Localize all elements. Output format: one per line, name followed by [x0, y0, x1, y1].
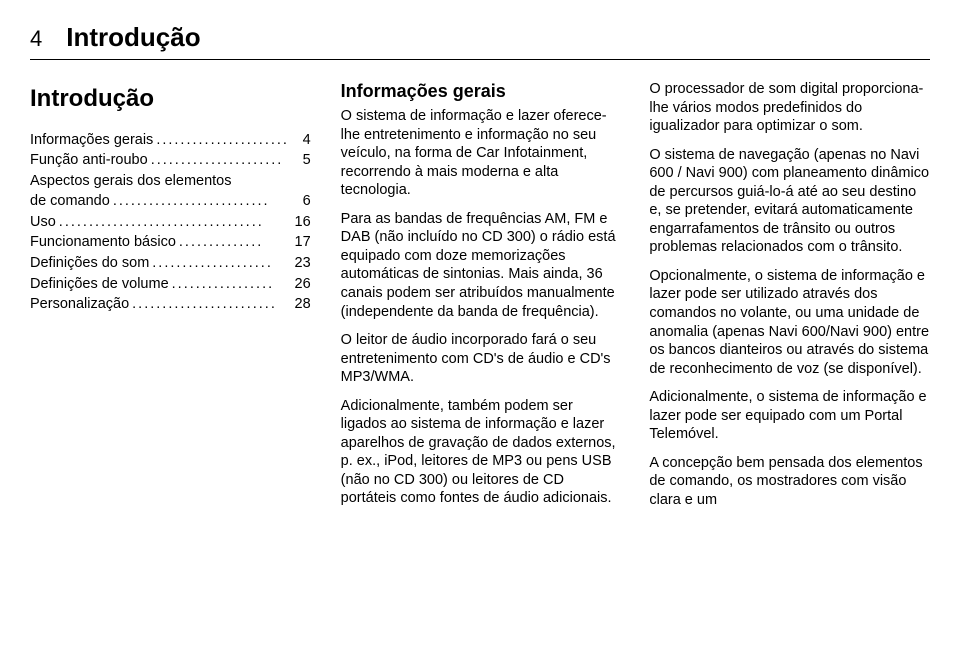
paragraph: O sistema de informação e lazer oferece-…: [341, 107, 622, 200]
toc-row: Definições do som .................... 2…: [30, 254, 311, 273]
toc-page: 5: [299, 151, 311, 170]
toc-label: Uso: [30, 213, 56, 232]
paragraph: O sistema de navegação (apenas no Navi 6…: [649, 146, 930, 257]
toc-dots: ..........................: [110, 192, 299, 211]
toc-dots: ..................................: [56, 213, 291, 232]
paragraph: A concepção bem pensada dos elementos de…: [649, 454, 930, 510]
toc-row: Uso .................................. 1…: [30, 213, 311, 232]
toc-label: Definições do som: [30, 254, 149, 273]
paragraph: Adicionalmente, também podem ser ligados…: [341, 397, 622, 508]
toc-label: Funcionamento básico: [30, 233, 176, 252]
toc-dots: ........................: [129, 295, 290, 314]
toc-page: 17: [291, 233, 311, 252]
column-1: Introdução Informações gerais ..........…: [30, 80, 313, 519]
chapter-title: Introdução: [66, 22, 200, 53]
page-header: 4 Introdução: [30, 22, 930, 53]
toc-label: de comando: [30, 192, 110, 211]
toc-page: 26: [291, 275, 311, 294]
subsection-heading: Informações gerais: [341, 80, 622, 103]
toc-row: Personalização ........................ …: [30, 295, 311, 314]
toc-row-multiline: Aspectos gerais dos elementos de comando…: [30, 172, 311, 211]
toc-page: 6: [299, 192, 311, 211]
toc-page: 16: [291, 213, 311, 232]
toc-label: Definições de volume: [30, 275, 169, 294]
column-3: O processador de som digital proporciona…: [649, 80, 930, 519]
paragraph: Para as bandas de frequências AM, FM e D…: [341, 210, 622, 321]
toc-row: Funcionamento básico .............. 17: [30, 233, 311, 252]
toc-label: Função anti-roubo: [30, 151, 148, 170]
toc-row: Informações gerais .....................…: [30, 131, 311, 150]
paragraph: O leitor de áudio incorporado fará o seu…: [341, 331, 622, 387]
toc-row: Definições de volume ................. 2…: [30, 275, 311, 294]
toc-page: 23: [291, 254, 311, 273]
toc-dots: ......................: [153, 131, 298, 150]
paragraph: Opcionalmente, o sistema de informação e…: [649, 267, 930, 378]
toc-page: 28: [291, 295, 311, 314]
toc-dots: ..............: [176, 233, 291, 252]
toc-dots: ......................: [148, 151, 299, 170]
toc-dots: ....................: [149, 254, 290, 273]
toc-row: Função anti-roubo ......................…: [30, 151, 311, 170]
section-title: Introdução: [30, 84, 311, 115]
toc-page: 4: [299, 131, 311, 150]
paragraph: O processador de som digital proporciona…: [649, 80, 930, 136]
toc-label: Personalização: [30, 295, 129, 314]
page-number: 4: [30, 26, 42, 52]
toc-dots: .................: [169, 275, 291, 294]
toc-label: Aspectos gerais dos elementos: [30, 172, 232, 191]
toc-label: Informações gerais: [30, 131, 153, 150]
paragraph: Adicionalmente, o sistema de informação …: [649, 388, 930, 444]
columns: Introdução Informações gerais ..........…: [30, 80, 930, 519]
page-root: 4 Introdução Introdução Informações gera…: [0, 0, 960, 655]
column-2: Informações gerais O sistema de informaç…: [341, 80, 622, 519]
header-rule: [30, 59, 930, 60]
table-of-contents: Informações gerais .....................…: [30, 131, 311, 314]
